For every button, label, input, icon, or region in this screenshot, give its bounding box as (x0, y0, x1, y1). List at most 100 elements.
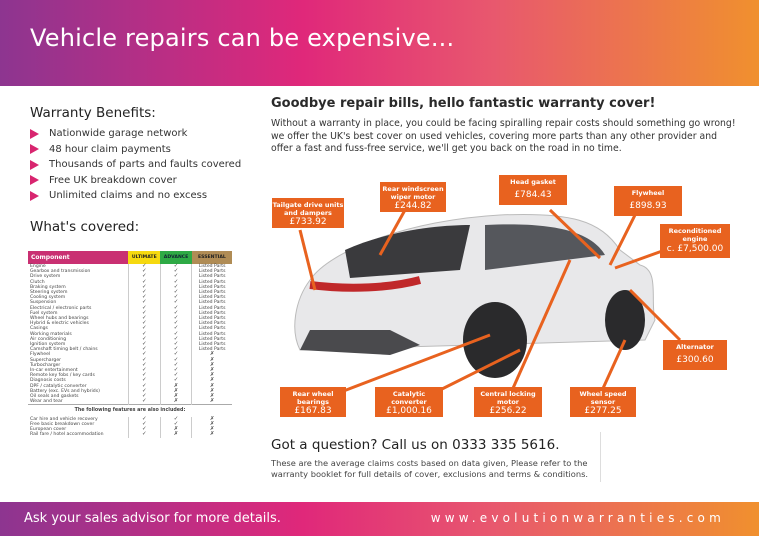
benefit-text: Free UK breakdown cover (49, 174, 177, 186)
callout-wiper-motor: Rear windscreen wiper motor £244.82 (380, 182, 446, 212)
callout-price: £1,000.16 (386, 406, 432, 416)
table-row: Remote key fobs / key cards ✓ ✓ ✗ (28, 372, 232, 379)
coverage-mark: Listed Parts (191, 300, 232, 306)
callout-catalytic-converter: Catalytic converter £1,000.16 (375, 387, 443, 417)
table-row: Battery (exc. EVs and hybrids) ✓ ✗ ✗ (28, 388, 232, 395)
coverage-mark: ✓ (127, 346, 161, 353)
coverage-mark: Listed Parts (191, 279, 232, 285)
arrow-icon (30, 159, 39, 170)
table-row: Supercharger ✓ ✓ ✗ (28, 357, 232, 363)
coverage-mark: ✓ (159, 310, 192, 317)
coverage-mark: ✓ (159, 294, 192, 301)
component-name: Engine (30, 264, 46, 269)
callout-price: £167.83 (294, 406, 332, 416)
table-row: Engine ✓ ✓ Listed Parts (28, 263, 232, 270)
component-name: Flywheel (30, 352, 51, 358)
coverage-mark: Listed Parts (191, 305, 232, 311)
component-name: Supercharger (30, 357, 62, 363)
coverage-mark: ✓ (127, 426, 161, 433)
arrow-icon (30, 144, 39, 155)
coverage-mark: ✓ (127, 284, 161, 291)
coverage-mark: ✗ (159, 383, 192, 389)
website-link[interactable]: www.evolutionwarranties.com (430, 511, 725, 525)
coverage-mark: ✓ (159, 305, 192, 311)
benefit-item: Unlimited claims and no excess (30, 188, 241, 204)
coverage-mark: ✗ (191, 388, 232, 395)
table-row: Fuel system ✓ ✓ Listed Parts (28, 310, 232, 317)
coverage-mark: ✓ (127, 388, 161, 395)
callout-label: Catalytic converter (391, 390, 427, 406)
table-row: Working materials ✓ ✓ Listed Parts (28, 331, 232, 337)
callout-price: £256.22 (489, 406, 527, 416)
component-name: Drive system (30, 274, 61, 280)
callout-label: Alternator (676, 343, 714, 351)
coverage-mark: ✗ (191, 399, 232, 405)
coverage-mark: ✓ (127, 274, 161, 280)
table-row: DPF / catalytic converter ✓ ✗ ✗ (28, 383, 232, 389)
coverage-mark: ✓ (127, 294, 161, 301)
coverage-mark: ✗ (191, 357, 232, 363)
callout-head-gasket: Head gasket £784.43 (499, 175, 567, 205)
benefits-title: Warranty Benefits: (30, 105, 156, 121)
coverage-mark: ✓ (127, 300, 161, 306)
coverage-mark: ✓ (127, 305, 161, 311)
coverage-mark: ✗ (191, 421, 232, 428)
extras-heading-row: The following features are also included… (28, 404, 232, 417)
callout-label: Flywheel (631, 189, 665, 197)
coverage-mark: ✓ (127, 341, 161, 348)
table-row: Free basic breakdown cover ✓ ✓ ✗ (28, 421, 232, 428)
table-row: Wear and tear ✓ ✗ ✗ (28, 399, 232, 405)
coverage-mark: ✓ (127, 315, 161, 322)
table-row: European cover ✓ ✗ ✗ (28, 426, 232, 433)
coverage-mark: ✗ (191, 367, 232, 374)
component-name: DPF / catalytic converter (30, 383, 87, 389)
coverage-mark: ✓ (159, 367, 192, 374)
callout-flywheel: Flywheel £898.93 (614, 186, 682, 216)
coverage-mark: Listed Parts (191, 274, 232, 280)
table-row: Diagnosis costs ✓ ✓ ✗ (28, 378, 232, 384)
callout-pointers (298, 208, 682, 402)
component-name: Casings (30, 326, 48, 332)
coverage-mark: Listed Parts (191, 316, 232, 322)
col-essential: ESSENTIAL (191, 251, 232, 264)
callout-price: £784.43 (514, 189, 552, 200)
table-row: Steering system ✓ ✓ Listed Parts (28, 289, 232, 296)
coverage-mark: ✗ (191, 431, 232, 438)
callout-wheel-speed-sensor: Wheel speed sensor £277.25 (570, 387, 636, 417)
callout-central-locking: Central locking motor £256.22 (474, 387, 542, 417)
benefits-list: Nationwide garage network 48 hour claim … (30, 126, 241, 204)
disclaimer-text: These are the average claims costs based… (271, 458, 589, 479)
callout-label: Wheel speed sensor (579, 390, 627, 406)
component-name: Braking system (30, 284, 66, 290)
coverage-mark: Listed Parts (191, 347, 232, 353)
coverage-mark: ✓ (159, 284, 192, 291)
coverage-mark: ✓ (127, 326, 161, 332)
coverage-mark: ✓ (127, 367, 161, 374)
callout-price: £300.60 (676, 354, 714, 365)
main-title: Goodbye repair bills, hello fantastic wa… (271, 96, 656, 111)
footer-cta: Ask your sales advisor for more details. (24, 511, 281, 526)
coverage-mark: ✓ (159, 279, 192, 285)
coverage-mark: ✓ (159, 341, 192, 348)
table-row: Turbocharger ✓ ✓ ✗ (28, 362, 232, 369)
callout-label: Reconditioned engine (668, 227, 722, 243)
coverage-mark: ✓ (159, 378, 192, 384)
table-row: Rail fare / hotel accommodation ✓ ✗ ✗ (28, 431, 232, 438)
coverage-mark: ✓ (127, 263, 161, 270)
coverage-mark: ✓ (159, 362, 192, 369)
coverage-mark: ✗ (191, 352, 232, 358)
footer-banner: Ask your sales advisor for more details.… (0, 502, 759, 536)
coverage-mark: ✓ (159, 331, 192, 337)
page-title: Vehicle repairs can be expensive... (30, 24, 455, 52)
coverage-mark: ✗ (159, 399, 192, 405)
extras-heading: The following features are also included… (28, 404, 232, 417)
intro-text: Without a warranty in place, you could b… (271, 118, 736, 155)
table-row: Flywheel ✓ ✓ ✗ (28, 352, 232, 358)
benefit-item: Free UK breakdown cover (30, 173, 241, 189)
component-name: Remote key fobs / key cards (30, 373, 95, 379)
component-name: European cover (30, 427, 67, 433)
coverage-mark: ✓ (127, 357, 161, 363)
table-row: In-car entertainment ✓ ✓ ✗ (28, 367, 232, 374)
coverage-mark: ✓ (159, 300, 192, 306)
component-name: Turbocharger (30, 362, 61, 368)
